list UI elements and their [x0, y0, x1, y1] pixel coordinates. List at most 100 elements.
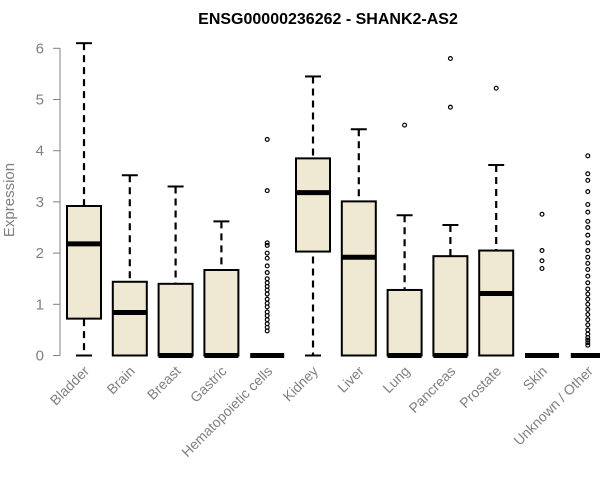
outlier-point [539, 211, 545, 217]
box-group-kidney [295, 75, 331, 357]
x-tick-label: Lung [379, 363, 412, 396]
outlier-point [585, 209, 591, 215]
x-tick-label: Skin [520, 363, 551, 394]
outlier-point [264, 270, 270, 276]
outlier-point [585, 232, 591, 238]
box-iqr [157, 282, 194, 357]
outlier-point [264, 287, 270, 293]
outlier-point [585, 327, 591, 333]
y-tick-label: 0 [36, 348, 44, 365]
outlier-point [585, 248, 591, 254]
outlier-point [585, 340, 591, 346]
box-group-unknown-other [570, 153, 600, 358]
outlier-point [264, 304, 270, 310]
outlier-point [585, 296, 591, 302]
box-group-liver [340, 128, 377, 357]
x-tick-label: Unknown / Other [510, 363, 596, 449]
box-iqr [295, 157, 331, 253]
y-tick-label: 4 [36, 143, 44, 160]
outlier-point [585, 260, 591, 266]
x-tick-label: Gastric [187, 363, 230, 406]
box-group-lung [386, 122, 423, 358]
box-group-prostate [478, 85, 515, 357]
outlier-point [585, 266, 591, 272]
outlier-point [585, 218, 591, 224]
box-group-breast [157, 185, 194, 358]
y-axis: 0 1 2 3 4 5 6 [36, 40, 61, 365]
outlier-point [585, 342, 591, 348]
x-tick-label: Brain [103, 363, 137, 397]
outlier-point [585, 335, 591, 341]
outlier-point [264, 188, 270, 194]
outlier-point [585, 301, 591, 307]
outlier-point [264, 276, 270, 282]
y-tick-label: 6 [36, 40, 44, 57]
box-iqr [478, 249, 515, 357]
outlier-point [539, 258, 545, 264]
outlier-point [264, 317, 270, 323]
outlier-point [402, 122, 408, 128]
outlier-point [264, 240, 270, 246]
box-group-hematopoietic-cells [250, 136, 285, 358]
outlier-point [264, 296, 270, 302]
box-iqr [386, 288, 423, 357]
box-group-skin [525, 211, 559, 358]
outlier-point [447, 104, 453, 110]
x-tick-label: Liver [334, 363, 367, 396]
outlier-point [585, 254, 591, 260]
outlier-point [264, 313, 270, 319]
outlier-point [264, 250, 270, 256]
outlier-point [585, 240, 591, 246]
boxes-group [66, 42, 600, 358]
outlier-point [585, 291, 591, 297]
x-tick-label: Bladder [47, 363, 93, 409]
outlier-point [585, 317, 591, 323]
chart-title: ENSG00000236262 - SHANK2-AS2 [198, 11, 458, 28]
box-iqr [66, 204, 102, 320]
y-tick-label: 2 [36, 245, 44, 262]
outlier-point [585, 273, 591, 279]
outlier-point [585, 337, 591, 343]
y-tick-label: 3 [36, 194, 44, 211]
box-iqr [203, 268, 240, 357]
y-tick-label: 1 [36, 296, 44, 313]
outlier-point [539, 248, 545, 254]
box-group-brain [111, 174, 148, 357]
outlier-point [585, 153, 591, 159]
outlier-point [585, 312, 591, 318]
outlier-point [264, 328, 270, 334]
outlier-point [585, 177, 591, 183]
x-tick-label: Pancreas [405, 363, 458, 416]
outlier-point [585, 171, 591, 177]
outlier-point [585, 201, 591, 207]
box-iqr [111, 280, 148, 357]
x-tick-label: Prostate [456, 363, 504, 411]
outlier-point [493, 85, 499, 91]
outlier-point [539, 265, 545, 271]
outlier-point [264, 136, 270, 142]
x-tick-label: Breast [144, 363, 184, 403]
outlier-point [585, 280, 591, 286]
x-tick-label: Hematopoietic cells [178, 363, 275, 460]
box-group-bladder [66, 42, 102, 357]
x-tick-label: Kidney [280, 363, 322, 405]
outlier-point [264, 255, 270, 261]
outlier-point [585, 189, 591, 195]
box-group-pancreas [432, 56, 469, 358]
box-iqr [432, 255, 469, 357]
outlier-point [585, 286, 591, 292]
outlier-point [264, 263, 270, 269]
outlier-point [264, 291, 270, 297]
outlier-point [264, 242, 270, 248]
outlier-point [585, 225, 591, 231]
y-tick-label: 5 [36, 92, 44, 109]
outlier-point [447, 56, 453, 62]
y-axis-label: Expression [1, 163, 18, 237]
outlier-point [585, 306, 591, 312]
outlier-point [585, 322, 591, 328]
box-iqr [340, 200, 377, 357]
box-group-gastric [203, 220, 240, 358]
